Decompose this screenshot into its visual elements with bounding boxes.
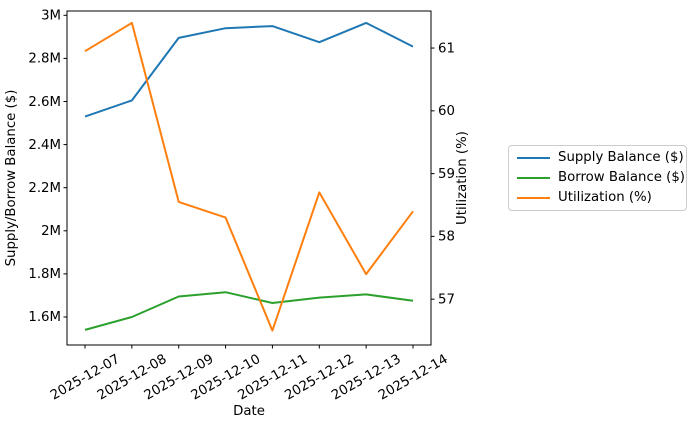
legend-line-swatch-supply	[517, 157, 550, 159]
y-tick-label-right: 58	[438, 230, 455, 245]
y-axis-label-right: Utilization (%)	[455, 131, 470, 225]
y-tick-label-left: 2.2M	[28, 181, 61, 196]
y-tick-label-left: 1.6M	[28, 310, 61, 325]
y-tick-label-right: 59	[438, 167, 455, 182]
series-line-supply-balance	[84, 21, 414, 118]
y-tick-label-right: 57	[438, 292, 455, 307]
x-axis-label: Date	[233, 404, 265, 419]
series-line-utilization	[84, 21, 414, 332]
legend-item-borrow-balance: Borrow Balance ($)	[517, 168, 685, 188]
y-tick-label-left: 1.8M	[28, 267, 61, 282]
series-line-borrow-balance	[84, 291, 414, 331]
y-tick-label-left: 2.8M	[28, 52, 61, 67]
axes-spines	[66, 10, 432, 346]
y-tick-label-right: 61	[438, 41, 455, 56]
legend-line-swatch-borrow	[517, 177, 550, 179]
legend-label-utilization: Utilization (%)	[558, 190, 652, 205]
legend-label-borrow: Borrow Balance ($)	[558, 170, 685, 185]
y-tick-label-left: 2M	[41, 224, 61, 239]
y-tick-label-right: 60	[438, 104, 455, 119]
legend-item-supply-balance: Supply Balance ($)	[517, 148, 684, 168]
y-tick-label-left: 2.6M	[28, 95, 61, 110]
legend-item-utilization: Utilization (%)	[517, 188, 678, 208]
y-tick-label-left: 3M	[41, 9, 61, 24]
legend-line-swatch-utilization	[517, 197, 550, 199]
y-tick-label-left: 2.4M	[28, 138, 61, 153]
legend-label-supply: Supply Balance ($)	[558, 150, 684, 165]
y-axis-label-left: Supply/Borrow Balance ($)	[4, 90, 19, 267]
legend: Supply Balance ($) Borrow Balance ($) Ut…	[508, 145, 687, 211]
